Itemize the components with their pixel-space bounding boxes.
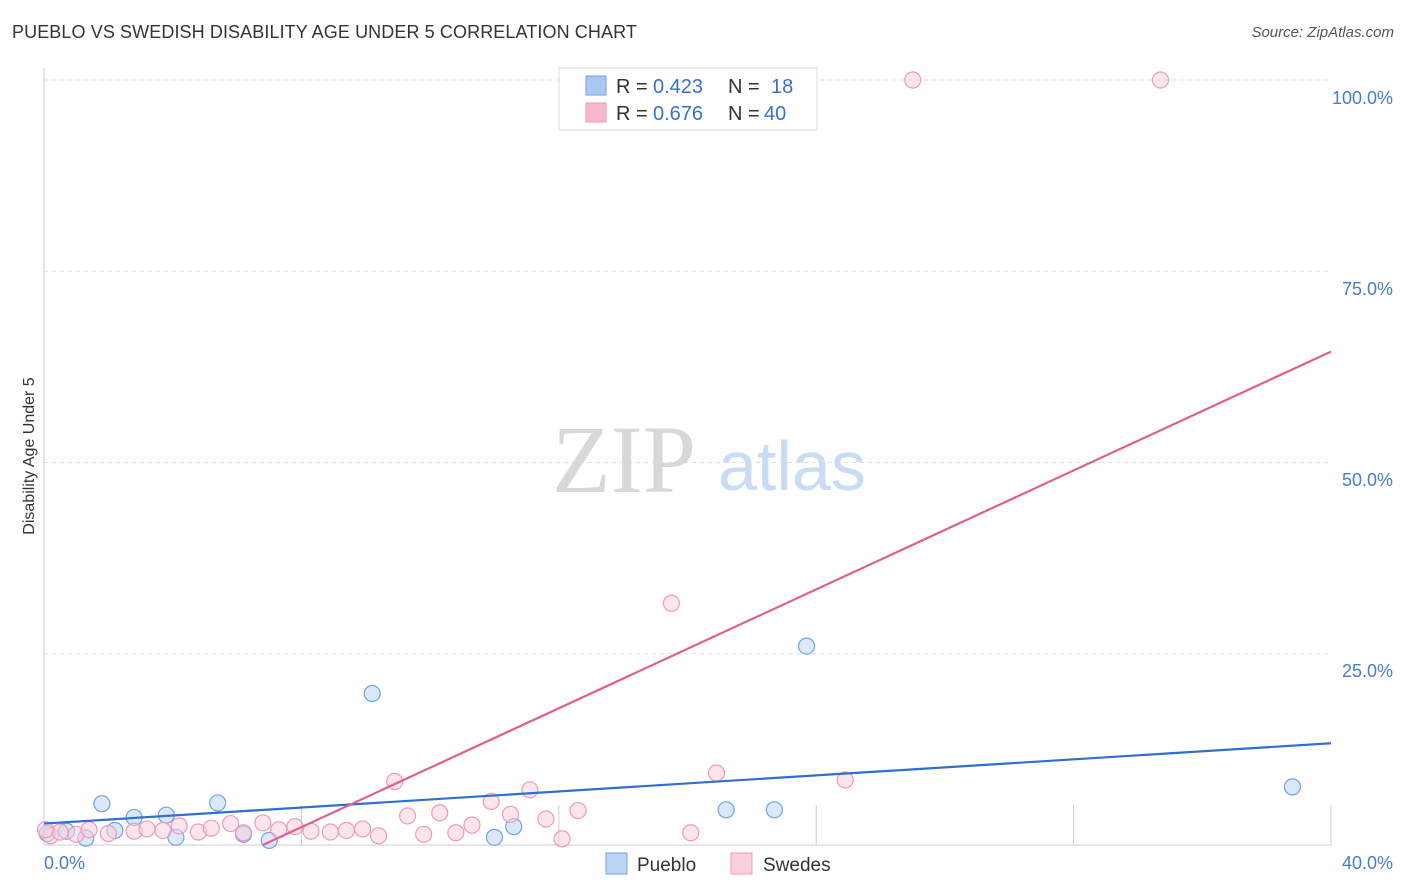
trend-line-swedes — [262, 350, 1332, 846]
data-point-swedes — [415, 825, 433, 843]
legend-n-value-pueblo: 18 — [771, 76, 793, 98]
data-point-swedes — [463, 816, 481, 834]
correlation-legend: R = 0.423 N = 18 R = 0.676 N = 40 — [558, 67, 818, 131]
data-point-pueblo — [1283, 778, 1301, 796]
bottom-legend-swatch-pueblo — [605, 852, 628, 875]
data-point-swedes — [51, 823, 69, 841]
data-point-swedes — [222, 814, 240, 833]
legend-r-value-swedes: 0.676 — [653, 103, 703, 125]
data-point-swedes — [337, 821, 356, 840]
legend-n-label-swedes: N = — [728, 103, 760, 125]
y-tick-label-100: 100.0% — [1332, 88, 1393, 108]
bottom-legend-label-pueblo: Pueblo — [637, 855, 696, 876]
legend-n-label-pueblo: N = — [728, 76, 760, 98]
bottom-legend-label-swedes: Swedes — [763, 855, 831, 876]
series-swedes-points — [37, 71, 1170, 848]
bottom-legend-swatch-swedes — [730, 852, 753, 875]
y-tick-label-25: 25.0% — [1342, 661, 1393, 681]
y-tick-label-50: 50.0% — [1342, 470, 1393, 490]
x-tick-label-max: 40.0% — [1342, 853, 1393, 873]
trend-line-pueblo — [43, 742, 1332, 825]
data-point-swedes — [431, 804, 449, 822]
data-point-swedes — [154, 821, 172, 840]
chart-title: PUEBLO VS SWEDISH DISABILITY AGE UNDER 5… — [12, 22, 637, 42]
data-point-pueblo — [485, 828, 504, 846]
data-point-pueblo — [797, 637, 816, 655]
data-point-swedes — [501, 805, 520, 824]
series-legend: Pueblo Swedes — [605, 852, 831, 876]
data-point-swedes — [682, 824, 700, 842]
data-point-swedes — [254, 814, 272, 832]
data-point-pueblo — [93, 795, 111, 813]
x-tick-label-min: 0.0% — [44, 853, 85, 873]
legend-n-value-swedes: 40 — [764, 103, 786, 125]
data-point-swedes — [138, 820, 156, 838]
data-point-swedes — [662, 594, 681, 612]
data-point-swedes — [202, 819, 220, 837]
watermark-atlas: atlas — [718, 427, 866, 505]
data-point-swedes — [836, 771, 854, 789]
data-point-swedes — [569, 801, 587, 820]
data-point-pueblo — [717, 801, 735, 819]
data-point-pueblo — [209, 794, 227, 812]
data-point-swedes — [80, 821, 98, 839]
data-point-swedes — [482, 792, 500, 810]
data-point-swedes — [370, 827, 388, 845]
source-credit: Source: ZipAtlas.com — [1251, 24, 1394, 41]
grid-lines — [44, 79, 1331, 655]
data-point-swedes — [398, 807, 417, 825]
data-point-swedes — [904, 71, 922, 89]
data-point-swedes — [707, 764, 726, 782]
legend-r-value-pueblo: 0.423 — [653, 76, 703, 98]
legend-swatch-swedes — [585, 102, 607, 123]
data-point-swedes — [321, 823, 339, 841]
legend-swatch-pueblo — [585, 75, 607, 96]
data-point-pueblo — [363, 684, 381, 703]
y-axis-label: Disability Age Under 5 — [21, 377, 38, 535]
data-point-swedes — [353, 820, 372, 838]
data-point-pueblo — [765, 801, 783, 819]
data-point-swedes — [521, 781, 539, 799]
data-point-swedes — [234, 824, 253, 842]
legend-r-label-swedes: R = — [616, 103, 648, 125]
data-point-swedes — [537, 810, 555, 828]
data-point-swedes — [553, 830, 571, 848]
data-point-swedes — [1151, 71, 1170, 89]
data-point-swedes — [37, 821, 55, 839]
data-point-swedes — [447, 824, 465, 842]
y-tick-label-75: 75.0% — [1342, 279, 1393, 299]
data-point-swedes — [99, 824, 117, 843]
data-point-swedes — [170, 817, 188, 835]
legend-r-label-pueblo: R = — [616, 76, 648, 98]
watermark-zip: ZIP — [552, 406, 696, 513]
